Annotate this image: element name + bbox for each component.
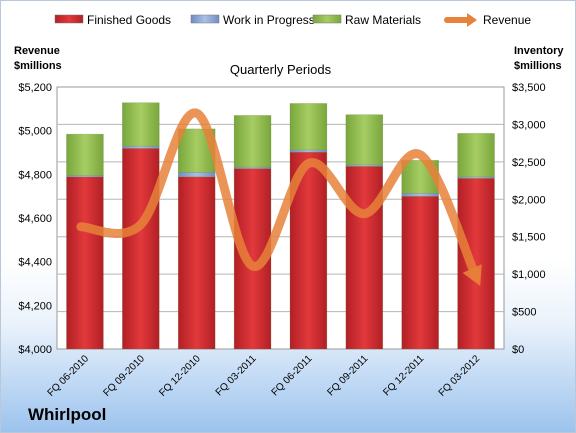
bar-work-in-progress (289, 149, 328, 153)
revenue-arrowhead (462, 264, 482, 287)
left-tick-label: $5,000 (18, 126, 52, 138)
bar-finished-goods (122, 148, 160, 350)
category-label: FQ 09-2010 (101, 353, 147, 399)
right-tick-label: $0 (512, 344, 524, 356)
bar-finished-goods (401, 195, 439, 350)
bar-raw-materials (66, 133, 104, 176)
left-tick-label: $4,800 (18, 169, 52, 181)
right-tick-label: $1,500 (512, 232, 546, 244)
legend-swatch (54, 14, 84, 24)
bar-finished-goods (66, 176, 104, 350)
bar-raw-materials (457, 133, 495, 178)
left-axis-title: Revenue (14, 45, 60, 57)
bar-raw-materials (289, 103, 328, 151)
right-tick-label: $2,500 (512, 157, 546, 169)
left-tick-label: $5,200 (18, 82, 52, 94)
category-label: FQ 06-2010 (46, 353, 92, 399)
bar-work-in-progress (177, 172, 216, 178)
revenue-line (76, 108, 481, 282)
category-label: FQ 03-2012 (437, 353, 483, 399)
category-label: FQ 09-2011 (325, 353, 370, 398)
chart-subtitle: Quarterly Periods (230, 62, 332, 77)
legend-swatch (190, 14, 220, 24)
bar-finished-goods (345, 166, 384, 350)
bar-finished-goods (457, 178, 495, 350)
bar-work-in-progress (401, 192, 439, 197)
left-tick-label: $4,400 (18, 257, 52, 269)
right-tick-label: $1,000 (512, 269, 546, 281)
left-tick-label: $4,200 (18, 300, 52, 312)
brand-label: Whirlpool (28, 405, 107, 424)
bar-finished-goods (177, 176, 216, 350)
legend-label: Revenue (483, 13, 531, 27)
legend-swatch (312, 14, 342, 24)
category-label: FQ 12-2010 (157, 353, 203, 399)
category-label: FQ 03-2011 (214, 353, 259, 398)
legend-label: Raw Materials (345, 13, 421, 27)
right-tick-label: $3,500 (512, 82, 546, 94)
left-tick-label: $4,000 (18, 344, 52, 356)
right-tick-label: $2,000 (512, 194, 546, 206)
left-tick-label: $4,600 (18, 213, 52, 225)
bar-raw-materials (345, 114, 384, 166)
category-label: FQ 06-2011 (270, 353, 315, 398)
bar-work-in-progress (122, 145, 160, 149)
category-label: FQ 12-2011 (381, 353, 426, 398)
bar-raw-materials (233, 115, 272, 168)
right-tick-label: $500 (512, 307, 536, 319)
legend-label: Work in Progress (223, 13, 315, 27)
right-tick-label: $3,000 (512, 119, 546, 131)
legend-revenue-arrow (467, 13, 477, 27)
bar-raw-materials (122, 102, 160, 147)
right-axis-title: Inventory (514, 45, 564, 57)
legend-label: Finished Goods (87, 13, 171, 27)
right-axis-title: $millions (514, 60, 562, 72)
left-axis-title: $millions (14, 60, 62, 72)
